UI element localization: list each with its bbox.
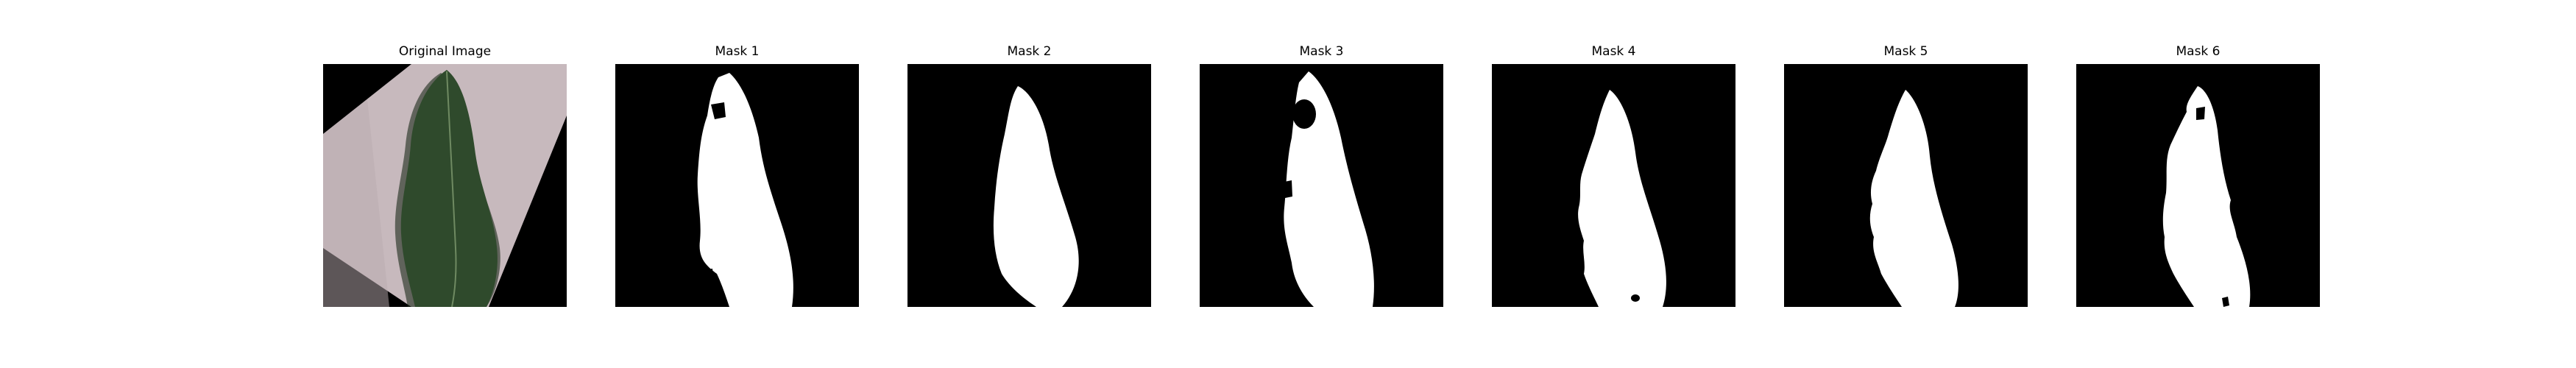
mask-shape — [2076, 64, 2320, 307]
mask-image — [1492, 64, 1735, 307]
panel-mask-4: Mask 4 — [1492, 0, 1735, 368]
panel-title: Original Image — [398, 44, 492, 59]
mask-image — [1784, 64, 2028, 307]
mask-shape — [1492, 64, 1735, 307]
leaf — [400, 70, 498, 307]
panel-original-image: Original Image — [323, 0, 567, 368]
panel-title: Mask 6 — [2176, 44, 2221, 59]
original-image — [323, 64, 567, 307]
panel-mask-5: Mask 5 — [1784, 0, 2028, 368]
mask-image — [615, 64, 859, 307]
panel-title: Mask 5 — [1883, 44, 1928, 59]
panel-mask-6: Mask 6 — [2076, 0, 2320, 368]
panel-title: Mask 2 — [1007, 44, 1052, 59]
leaf-photo — [323, 64, 567, 307]
panel-title: Mask 1 — [715, 44, 760, 59]
mask-image — [1200, 64, 1443, 307]
mask-shape — [1784, 64, 2028, 307]
mask-image — [2076, 64, 2320, 307]
mask-shape — [615, 64, 859, 307]
panel-title: Mask 3 — [1299, 44, 1344, 59]
panel-title: Mask 4 — [1591, 44, 1636, 59]
mask-shape — [1200, 64, 1443, 307]
panel-mask-3: Mask 3 — [1200, 0, 1443, 368]
panel-mask-1: Mask 1 — [615, 0, 859, 368]
mask-image — [907, 64, 1151, 307]
panel-mask-2: Mask 2 — [907, 0, 1151, 368]
mask-shape — [907, 64, 1151, 307]
